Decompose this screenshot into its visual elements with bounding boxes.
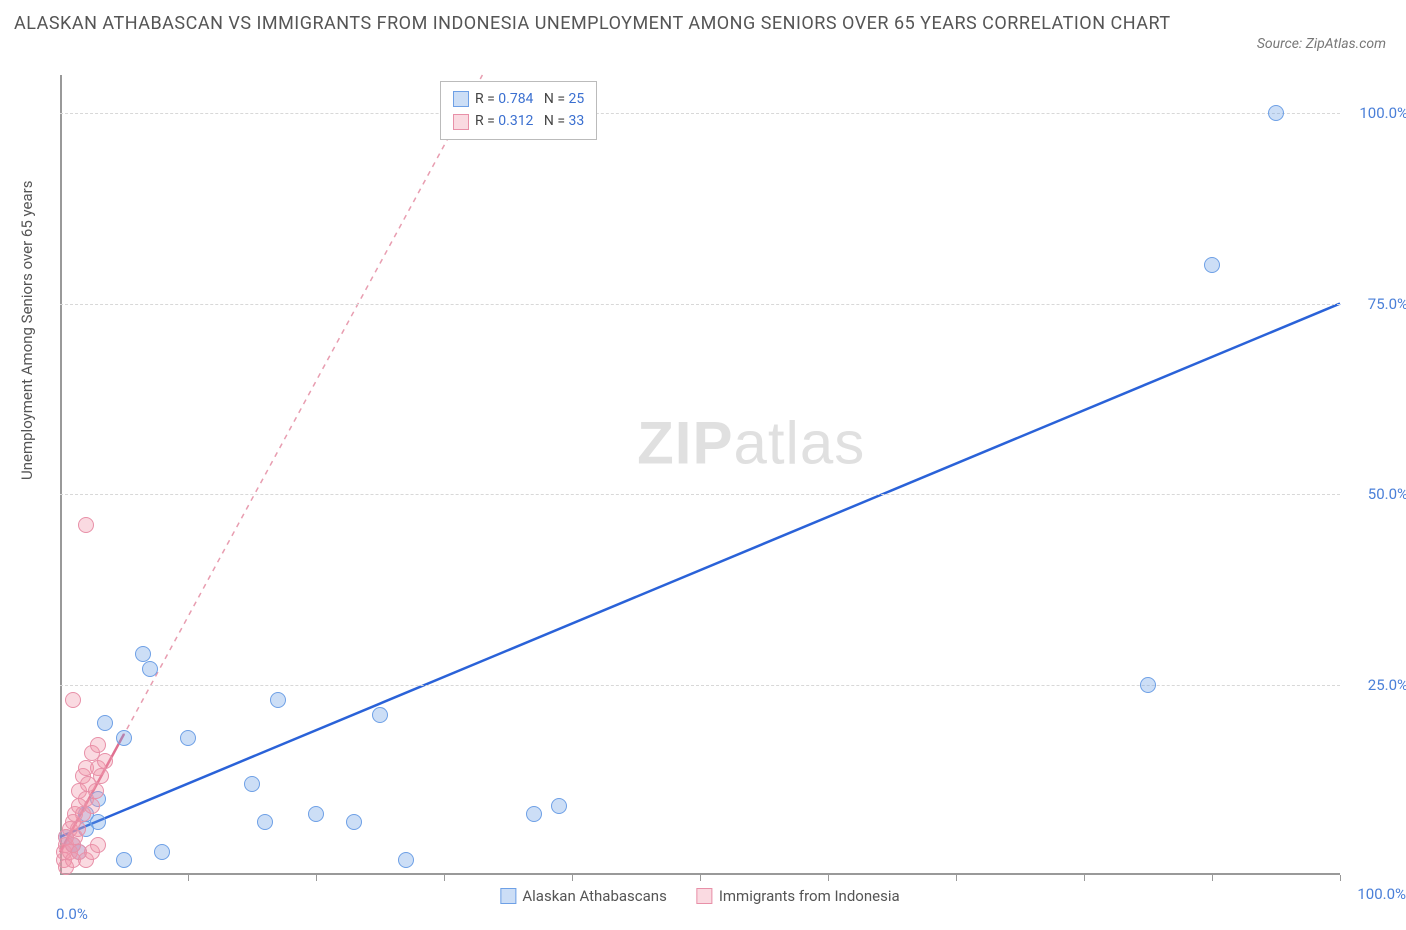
legend-swatch bbox=[453, 114, 469, 130]
chart-area: ZIPatlas 25.0%50.0%75.0%100.0% R = 0.784… bbox=[60, 75, 1340, 875]
legend-swatch-blue bbox=[500, 888, 516, 904]
data-point bbox=[270, 692, 286, 708]
gridline bbox=[60, 113, 1340, 114]
data-point bbox=[526, 806, 542, 822]
data-point bbox=[88, 783, 104, 799]
x-tick bbox=[1212, 875, 1213, 881]
data-point bbox=[78, 517, 94, 533]
data-point bbox=[346, 814, 362, 830]
trend-lines-svg bbox=[60, 75, 1340, 875]
x-tick bbox=[700, 875, 701, 881]
data-point bbox=[65, 692, 81, 708]
data-point bbox=[308, 806, 324, 822]
data-point bbox=[551, 798, 567, 814]
legend-stat-text: R = 0.784 N = 25 bbox=[475, 88, 584, 110]
stats-legend-row: R = 0.312 N = 33 bbox=[453, 110, 584, 132]
gridline bbox=[60, 494, 1340, 495]
watermark: ZIPatlas bbox=[637, 409, 865, 478]
y-tick-label: 50.0% bbox=[1348, 485, 1406, 503]
x-origin-label: 0.0% bbox=[56, 905, 88, 923]
y-axis bbox=[60, 75, 62, 875]
data-point bbox=[180, 730, 196, 746]
watermark-light: atlas bbox=[733, 410, 865, 477]
legend-swatch-pink bbox=[697, 888, 713, 904]
y-tick-label: 75.0% bbox=[1348, 295, 1406, 313]
data-point bbox=[97, 715, 113, 731]
series-legend: Alaskan Athabascans Immigrants from Indo… bbox=[500, 887, 899, 905]
data-point bbox=[90, 837, 106, 853]
x-tick bbox=[444, 875, 445, 881]
x-tick bbox=[572, 875, 573, 881]
legend-item-indonesia: Immigrants from Indonesia bbox=[697, 887, 900, 905]
legend-item-athabascans: Alaskan Athabascans bbox=[500, 887, 666, 905]
data-point bbox=[97, 753, 113, 769]
data-point bbox=[1140, 677, 1156, 693]
data-point bbox=[1268, 105, 1284, 121]
data-point bbox=[70, 821, 86, 837]
data-point bbox=[398, 852, 414, 868]
data-point bbox=[90, 814, 106, 830]
x-max-label: 100.0% bbox=[1357, 885, 1406, 903]
x-tick bbox=[316, 875, 317, 881]
data-point bbox=[244, 776, 260, 792]
data-point bbox=[1204, 257, 1220, 273]
source-attribution: Source: ZipAtlas.com bbox=[1257, 36, 1386, 52]
legend-label: Immigrants from Indonesia bbox=[719, 887, 900, 905]
stats-legend: R = 0.784 N = 25R = 0.312 N = 33 bbox=[440, 81, 597, 140]
chart-title: ALASKAN ATHABASCAN VS IMMIGRANTS FROM IN… bbox=[14, 10, 1206, 37]
x-tick bbox=[828, 875, 829, 881]
data-point bbox=[116, 852, 132, 868]
watermark-bold: ZIP bbox=[637, 410, 733, 477]
data-point bbox=[93, 768, 109, 784]
data-point bbox=[90, 737, 106, 753]
y-axis-label: Unemployment Among Seniors over 65 years bbox=[18, 181, 36, 480]
legend-swatch bbox=[453, 91, 469, 107]
data-point bbox=[116, 730, 132, 746]
x-tick bbox=[1084, 875, 1085, 881]
data-point bbox=[372, 707, 388, 723]
trend-line bbox=[60, 304, 1340, 837]
y-tick-label: 100.0% bbox=[1348, 104, 1406, 122]
y-tick-label: 25.0% bbox=[1348, 676, 1406, 694]
x-tick bbox=[956, 875, 957, 881]
gridline bbox=[60, 304, 1340, 305]
data-point bbox=[154, 844, 170, 860]
x-tick bbox=[1340, 875, 1341, 881]
legend-label: Alaskan Athabascans bbox=[522, 887, 666, 905]
legend-stat-text: R = 0.312 N = 33 bbox=[475, 110, 584, 132]
data-point bbox=[257, 814, 273, 830]
data-point bbox=[135, 646, 151, 662]
data-point bbox=[84, 798, 100, 814]
data-point bbox=[142, 661, 158, 677]
x-tick bbox=[188, 875, 189, 881]
stats-legend-row: R = 0.784 N = 25 bbox=[453, 88, 584, 110]
plot-area: ZIPatlas 25.0%50.0%75.0%100.0% bbox=[60, 75, 1340, 875]
